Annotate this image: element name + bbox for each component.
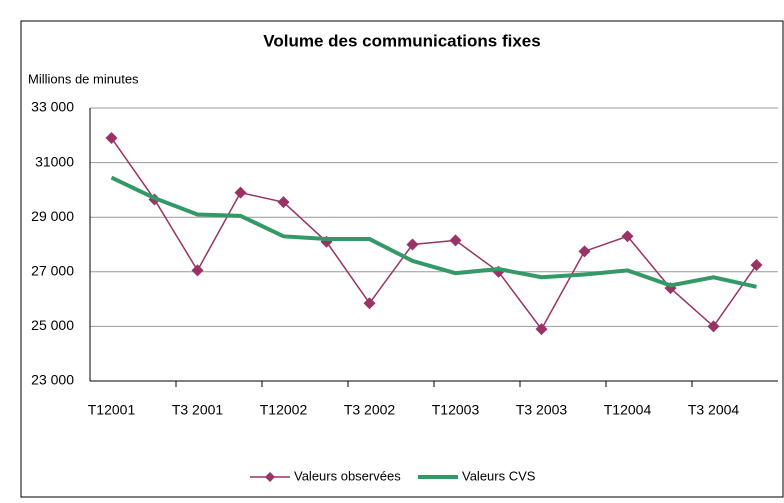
data-point xyxy=(277,196,290,209)
series-line xyxy=(110,137,758,331)
legend-label: Valeurs CVS xyxy=(462,468,536,483)
x-tick-label: T3 2004 xyxy=(688,402,740,418)
x-tick-label: T3 2002 xyxy=(344,402,396,418)
x-tick-label: T12003 xyxy=(432,402,480,418)
data-point xyxy=(105,132,118,145)
y-tick-label: 33 000 xyxy=(31,99,74,115)
y-tick-label: 27 000 xyxy=(31,263,74,279)
data-point xyxy=(750,258,763,271)
x-tick-label: T12004 xyxy=(604,402,652,418)
data-point xyxy=(363,297,376,310)
chart-title: Volume des communications fixes xyxy=(263,31,540,50)
data-point xyxy=(449,234,462,247)
data-point xyxy=(578,245,591,258)
x-tick-label: T3 2003 xyxy=(516,402,568,418)
data-point xyxy=(707,320,720,333)
data-point xyxy=(406,238,419,251)
y-tick-label: 25 000 xyxy=(31,317,74,333)
data-point xyxy=(535,323,548,336)
y-tick-label: 31000 xyxy=(35,153,74,169)
series-line xyxy=(110,175,757,289)
y-tick-label: 29 000 xyxy=(31,208,74,224)
legend-label: Valeurs observées xyxy=(294,468,401,483)
data-point xyxy=(191,264,204,277)
x-tick-label: T12002 xyxy=(260,402,308,418)
data-point xyxy=(621,230,634,243)
y-tick-label: 23 000 xyxy=(31,372,74,388)
x-tick-label: T3 2001 xyxy=(172,402,224,418)
legend-marker xyxy=(265,472,275,482)
x-tick-label: T12001 xyxy=(88,402,136,418)
data-point xyxy=(234,186,247,199)
y-axis-label: Millions de minutes xyxy=(28,71,139,86)
